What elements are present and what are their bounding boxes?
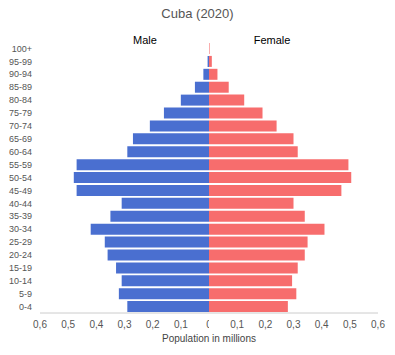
- svg-text:15-19: 15-19: [9, 263, 32, 273]
- svg-text:75-79: 75-79: [9, 108, 32, 118]
- svg-text:30-34: 30-34: [9, 224, 32, 234]
- svg-text:0-4: 0-4: [19, 302, 32, 312]
- svg-text:70-74: 70-74: [9, 121, 32, 131]
- svg-text:0,2: 0,2: [146, 319, 160, 330]
- svg-text:65-69: 65-69: [9, 134, 32, 144]
- html-text:Cuba (2020): Cuba (2020): [161, 6, 234, 21]
- svg-text:35-39: 35-39: [9, 211, 32, 221]
- svg-text:0,6: 0,6: [371, 319, 385, 330]
- svg-text:10-14: 10-14: [9, 276, 32, 286]
- html-text:Population in millions: Population in millions: [162, 333, 256, 344]
- svg-text:20-24: 20-24: [9, 250, 32, 260]
- html-text:Female: Female: [253, 34, 291, 46]
- svg-text:0,5: 0,5: [61, 319, 75, 330]
- svg-text:90-94: 90-94: [9, 69, 32, 79]
- svg-text:0,5: 0,5: [343, 319, 357, 330]
- svg-text:25-29: 25-29: [9, 237, 32, 247]
- svg-text:55-59: 55-59: [9, 160, 32, 170]
- svg-text:80-84: 80-84: [9, 95, 32, 105]
- svg-text:0,6: 0,6: [33, 319, 47, 330]
- svg-text:0,1: 0,1: [230, 319, 244, 330]
- svg-text:5-9: 5-9: [19, 289, 32, 299]
- svg-text:0: 0: [206, 319, 209, 330]
- svg-text:45-49: 45-49: [9, 186, 32, 196]
- svg-text:0,3: 0,3: [287, 319, 301, 330]
- svg-text:85-89: 85-89: [9, 82, 32, 92]
- svg-text:0,4: 0,4: [315, 319, 329, 330]
- html-text:Male: Male: [133, 34, 157, 46]
- svg-text:0,3: 0,3: [118, 319, 132, 330]
- svg-text:100+: 100+: [12, 44, 32, 54]
- svg-text:60-64: 60-64: [9, 147, 32, 157]
- svg-text:0,2: 0,2: [258, 319, 272, 330]
- svg-text:40-44: 40-44: [9, 199, 32, 209]
- svg-text:95-99: 95-99: [9, 57, 32, 67]
- svg-text:0,4: 0,4: [89, 319, 103, 330]
- svg-text:50-54: 50-54: [9, 173, 32, 183]
- svg-text:0,1: 0,1: [174, 319, 188, 330]
